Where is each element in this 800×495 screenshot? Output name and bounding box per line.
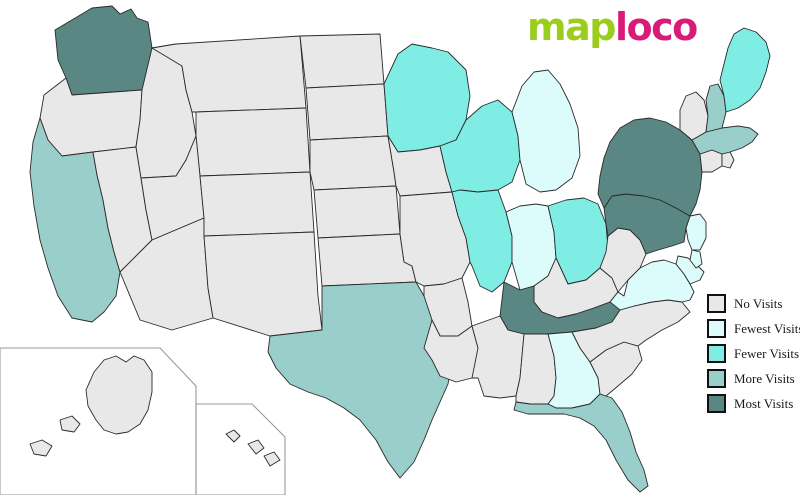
legend-label-more-visits: More Visits [734, 370, 795, 386]
state-ks[interactable]: Kansas [313, 185, 401, 239]
logo-text-map: map [527, 5, 616, 49]
map-legend: No Visits Fewest Visits Fewer Visits Mor… [707, 291, 800, 416]
state-md[interactable]: Maryland [675, 255, 705, 285]
state-ne[interactable]: Nebraska [309, 135, 397, 191]
state-wy[interactable]: Wyoming [195, 107, 311, 177]
state-nd[interactable]: North Dakota [299, 33, 385, 89]
legend-item-most-visits: Most Visits [707, 391, 799, 416]
state-mi[interactable]: Michigan [511, 69, 581, 193]
legend-swatch-more-visits [707, 369, 726, 388]
legend-item-fewest-visits: Fewest Visits [707, 316, 800, 341]
legend-item-no-visits: No Visits [707, 291, 799, 316]
state-co[interactable]: Colorado [199, 171, 315, 237]
state-wa[interactable]: Washington [54, 5, 153, 96]
state-mn[interactable]: Minnesota [383, 43, 471, 153]
state-me[interactable]: Maine [719, 27, 771, 113]
legend-item-fewer-visits: Fewer Visits [707, 341, 799, 366]
state-de[interactable]: Delaware [689, 249, 703, 269]
legend-label-fewest-visits: Fewest Visits [734, 320, 800, 336]
maploco-logo: maploco [527, 5, 698, 49]
state-vt[interactable]: Vermont [679, 91, 709, 141]
legend-swatch-most-visits [707, 394, 726, 413]
legend-item-more-visits: More Visits [707, 366, 799, 391]
legend-swatch-no-visits [707, 294, 726, 313]
state-ri[interactable]: Rhode Island [721, 151, 735, 169]
legend-label-no-visits: No Visits [734, 295, 783, 311]
state-nj[interactable]: New Jersey [685, 213, 707, 251]
state-sd[interactable]: South Dakota [305, 83, 389, 141]
state-fl[interactable]: Florida [513, 393, 649, 493]
legend-swatch-fewest-visits [707, 319, 726, 338]
state-hi[interactable]: Hawaii [225, 429, 281, 467]
legend-swatch-fewer-visits [707, 344, 726, 363]
legend-label-most-visits: Most Visits [734, 395, 794, 411]
hawaii-inset-border [195, 403, 286, 495]
state-ak[interactable]: Alaska [29, 355, 153, 457]
logo-text-loco: loco [614, 5, 698, 49]
state-nm[interactable]: New Mexico [203, 231, 323, 337]
legend-label-fewer-visits: Fewer Visits [734, 345, 800, 361]
